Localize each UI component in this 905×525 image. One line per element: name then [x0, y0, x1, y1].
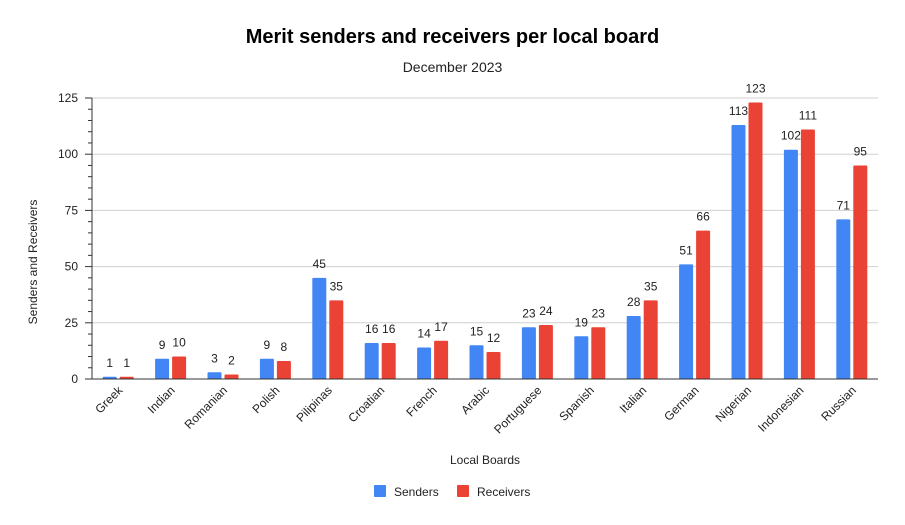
- x-tick-label: Arabic: [458, 383, 492, 417]
- data-label: 16: [382, 322, 396, 336]
- data-label: 2: [228, 354, 235, 368]
- bar-receivers-arabic: [486, 352, 501, 379]
- bars: [102, 102, 868, 379]
- x-tick-label: Pilipinas: [293, 383, 335, 425]
- bar-senders-arabic: [469, 345, 484, 379]
- gridlines: [92, 97, 878, 324]
- y-tick-label: 0: [71, 372, 78, 386]
- bar-receivers-indonesian: [800, 129, 815, 379]
- data-label: 23: [592, 306, 606, 320]
- data-label: 3: [211, 351, 218, 365]
- data-label: 111: [799, 108, 818, 122]
- bar-senders-croatian: [364, 343, 379, 379]
- y-tick-label: 100: [58, 147, 78, 161]
- data-label: 8: [281, 340, 288, 354]
- data-label: 1: [123, 356, 130, 370]
- y-tick-label: 25: [65, 316, 79, 330]
- y-tick-label: 75: [65, 203, 79, 217]
- legend-swatch-senders: [374, 485, 386, 497]
- bar-receivers-greek: [119, 376, 134, 379]
- x-tick-label: Nigerian: [713, 383, 755, 425]
- bar-senders-spanish: [574, 336, 589, 379]
- y-axis: 0 25 50 75 100 125: [58, 91, 93, 386]
- data-label: 14: [417, 327, 431, 341]
- x-tick-label: Indonesian: [755, 383, 806, 434]
- data-label: 95: [854, 144, 868, 158]
- data-label: 23: [522, 306, 536, 320]
- data-label: 113: [729, 104, 748, 118]
- x-tick-label: Polish: [250, 383, 283, 416]
- chart-title: Merit senders and receivers per local bo…: [245, 26, 660, 48]
- data-label: 16: [365, 322, 379, 336]
- y-axis-title: Senders and Receivers: [26, 200, 40, 325]
- bar-receivers-russian: [853, 165, 868, 379]
- data-label: 1: [106, 356, 113, 370]
- data-label: 71: [837, 198, 851, 212]
- bar-receivers-german: [696, 230, 711, 379]
- bar-receivers-romanian: [224, 374, 239, 379]
- bar-receivers-portuguese: [538, 325, 553, 379]
- bar-senders-nigerian: [731, 124, 746, 379]
- y-tick-label: 50: [65, 260, 79, 274]
- data-label: 9: [159, 338, 166, 352]
- bar-senders-indian: [155, 358, 170, 379]
- bar-senders-german: [679, 264, 694, 379]
- bar-receivers-indian: [172, 356, 187, 379]
- chart-subtitle: December 2023: [402, 59, 503, 75]
- data-label: 102: [781, 129, 801, 143]
- data-label: 35: [330, 279, 344, 293]
- bar-senders-indonesian: [783, 149, 798, 379]
- legend-swatch-receivers: [457, 485, 469, 497]
- x-tick-label: Russian: [818, 383, 859, 424]
- data-label: 66: [696, 210, 710, 224]
- data-label: 35: [644, 279, 658, 293]
- data-label: 10: [172, 336, 186, 350]
- bar-senders-french: [417, 347, 432, 379]
- data-label: 19: [575, 315, 589, 329]
- data-label: 28: [627, 295, 641, 309]
- x-tick-label: Portuguese: [491, 383, 545, 437]
- legend-label-senders: Senders: [394, 485, 439, 499]
- bar-receivers-polish: [276, 361, 291, 379]
- x-tick-label: Greek: [92, 383, 126, 417]
- x-tick-label: French: [403, 383, 439, 419]
- data-label: 45: [313, 257, 327, 271]
- x-tick-label: Indian: [145, 383, 178, 416]
- data-label: 51: [679, 243, 693, 257]
- x-tick-label: Romanian: [182, 383, 231, 432]
- x-tick-label: German: [661, 383, 702, 424]
- bar-senders-romanian: [207, 372, 222, 379]
- bar-receivers-nigerian: [748, 102, 763, 379]
- x-axis-title: Local Boards: [450, 453, 520, 467]
- data-label: 12: [487, 331, 501, 345]
- bar-receivers-italian: [643, 300, 658, 379]
- bar-senders-italian: [626, 316, 641, 379]
- bar-senders-greek: [102, 376, 117, 379]
- bar-senders-russian: [836, 219, 851, 379]
- x-tick-label: Croatian: [345, 383, 387, 425]
- bar-senders-pilipinas: [312, 277, 327, 379]
- bar-senders-polish: [259, 358, 274, 379]
- x-tick-label: Spanish: [556, 383, 597, 424]
- data-label: 24: [539, 304, 553, 318]
- bar-receivers-spanish: [591, 327, 606, 379]
- data-label: 9: [264, 338, 271, 352]
- x-axis: Greek Indian Romanian Polish Pilipinas Croati…: [92, 378, 878, 437]
- legend: Senders Receivers: [374, 485, 530, 499]
- bar-receivers-croatian: [381, 343, 396, 379]
- data-label: 17: [434, 320, 448, 334]
- legend-label-receivers: Receivers: [477, 485, 530, 499]
- bar-senders-portuguese: [521, 327, 536, 379]
- x-tick-label: Italian: [617, 383, 650, 416]
- bar-receivers-french: [434, 340, 449, 379]
- data-label: 123: [745, 81, 765, 95]
- y-tick-label: 125: [58, 91, 78, 105]
- data-label: 15: [470, 324, 484, 338]
- bar-receivers-pilipinas: [329, 300, 344, 379]
